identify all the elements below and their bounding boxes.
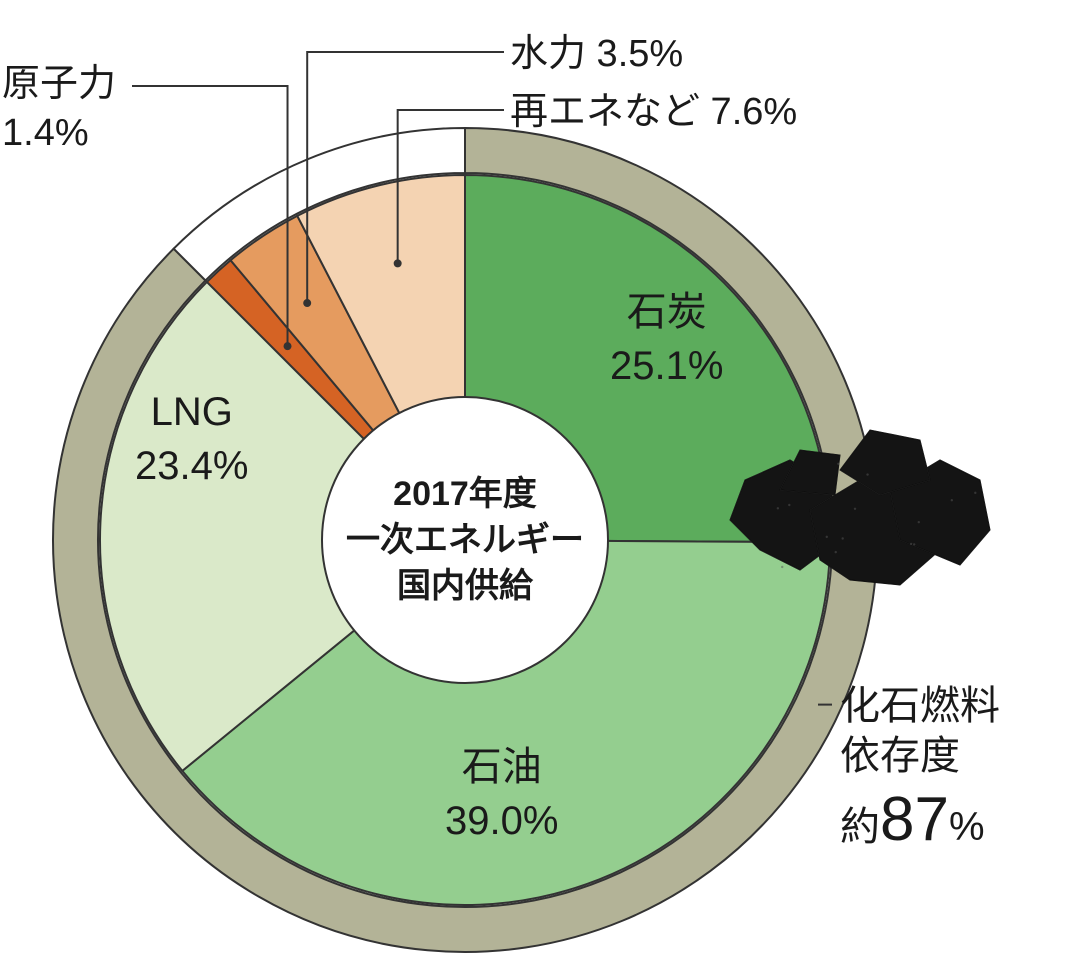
fossil-line2: 依存度 <box>840 731 1000 781</box>
chart-container: 2017年度 一次エネルギー 国内供給 石炭25.1% 石油39.0% LNG2… <box>0 0 1080 979</box>
center-line3: 国内供給 <box>335 564 595 610</box>
fossil-line1: 化石燃料 <box>840 681 1000 731</box>
slice-label-oil: 石油39.0% <box>445 740 558 848</box>
center-line2: 一次エネルギー <box>335 518 595 564</box>
callout-hydro: 水力 3.5% <box>510 30 683 79</box>
callout-nuclear: 原子力1.4% <box>2 60 116 159</box>
center-title: 2017年度 一次エネルギー 国内供給 <box>335 472 595 610</box>
center-line1: 2017年度 <box>335 472 595 518</box>
slice-label-coal: 石炭25.1% <box>610 285 723 393</box>
callout-renewable: 再エネなど 7.6% <box>510 88 797 137</box>
fossil-callout: 化石燃料依存度約87% <box>840 681 1000 859</box>
slice-label-lng: LNG23.4% <box>135 385 248 493</box>
fossil-line3: 約87% <box>840 781 1000 859</box>
